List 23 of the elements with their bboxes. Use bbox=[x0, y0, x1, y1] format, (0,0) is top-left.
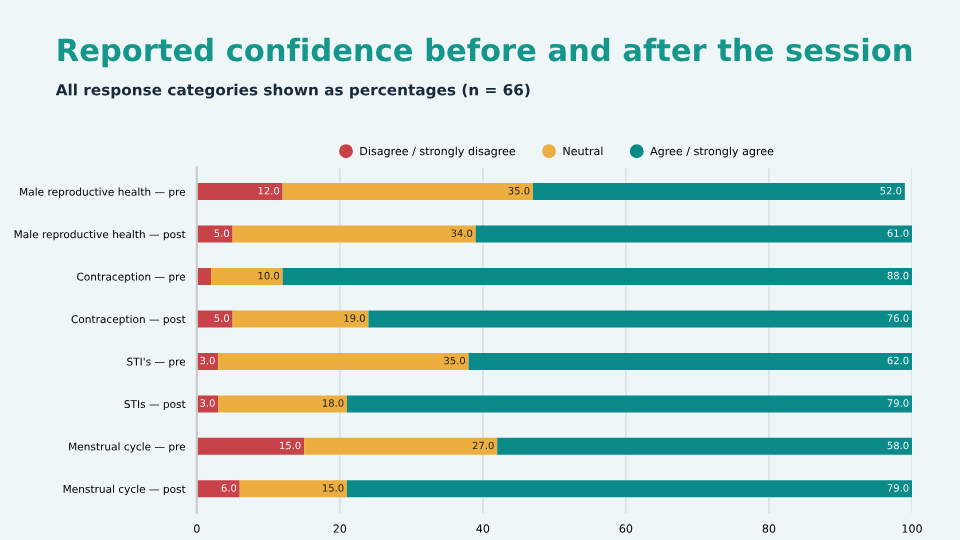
bar bbox=[232, 225, 476, 243]
bar bbox=[304, 437, 498, 455]
bar bbox=[475, 225, 912, 243]
bar bbox=[218, 352, 469, 370]
bar bbox=[468, 352, 912, 370]
chart-title: Reported confidence before and after the session bbox=[58, 37, 912, 68]
bar bbox=[346, 395, 912, 413]
bar bbox=[282, 183, 533, 201]
bar bbox=[532, 183, 905, 201]
bar bbox=[196, 480, 240, 498]
bar bbox=[239, 480, 347, 498]
bar bbox=[196, 268, 212, 286]
bar bbox=[196, 437, 305, 455]
bar bbox=[211, 268, 283, 286]
bar bbox=[196, 183, 283, 201]
bar bbox=[368, 310, 912, 328]
bar bbox=[196, 310, 233, 328]
bar bbox=[196, 225, 233, 243]
bar bbox=[232, 310, 369, 328]
bar bbox=[497, 437, 912, 455]
bar bbox=[218, 395, 347, 413]
bar bbox=[282, 268, 912, 286]
bar bbox=[346, 480, 912, 498]
